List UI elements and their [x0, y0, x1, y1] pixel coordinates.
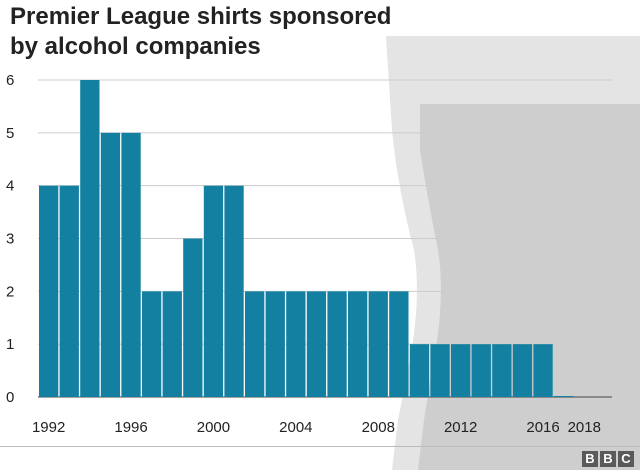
bar-2008: [368, 291, 388, 397]
bar-2013: [471, 344, 491, 397]
x-tick-label: 2000: [197, 419, 230, 436]
bar-2015: [512, 344, 533, 397]
bar-1998: [162, 291, 182, 397]
bar-2016: [533, 344, 553, 397]
bar-2004: [286, 291, 306, 397]
bar-2005: [306, 291, 327, 397]
bar-2011: [430, 344, 450, 397]
bbc-logo-letter-2: B: [600, 451, 616, 467]
bar-1992: [39, 185, 59, 397]
bar-2000: [203, 185, 224, 397]
bar-1993: [59, 185, 79, 397]
bar-2010: [409, 344, 430, 397]
bar-1996: [121, 132, 141, 398]
pint-glass-graphic: [386, 36, 640, 470]
x-tick-label: 2012: [444, 419, 477, 436]
y-tick-label: 2: [6, 283, 14, 300]
bar-2002: [245, 291, 265, 397]
bbc-logo: B B C: [582, 451, 634, 467]
bbc-logo-letter-3: C: [618, 451, 634, 467]
bar-2001: [224, 185, 244, 397]
x-tick-label: 2008: [362, 419, 395, 436]
y-tick-label: 5: [6, 125, 14, 142]
bar-2006: [327, 291, 347, 397]
bar-2007: [348, 291, 368, 397]
x-tick-label: 2016: [526, 419, 559, 436]
x-tick-label: 2004: [279, 419, 312, 436]
bar-2012: [451, 344, 471, 397]
y-tick-label: 4: [6, 178, 14, 195]
bar-1999: [183, 238, 203, 397]
y-tick-label: 3: [6, 231, 14, 248]
chart-title: Premier League shirts sponsored by alcoh…: [10, 2, 470, 62]
bar-2009: [389, 291, 409, 397]
footer-divider: [0, 446, 640, 447]
bar-1995: [100, 132, 121, 398]
y-tick-label: 0: [6, 389, 14, 406]
bbc-logo-letter-1: B: [582, 451, 598, 467]
title-line-1: Premier League shirts sponsored: [10, 3, 392, 30]
y-tick-label: 1: [6, 336, 14, 353]
bar-1997: [142, 291, 162, 397]
pint-glass-beer: [418, 104, 640, 470]
x-tick-label: 2018: [568, 419, 601, 436]
bar-2014: [492, 344, 512, 397]
bar-2003: [265, 291, 285, 397]
x-tick-label: 1996: [114, 419, 147, 436]
y-tick-label: 6: [6, 72, 14, 89]
bar-1994: [80, 80, 100, 397]
x-tick-label: 1992: [32, 419, 65, 436]
title-line-2: by alcohol companies: [10, 33, 261, 60]
